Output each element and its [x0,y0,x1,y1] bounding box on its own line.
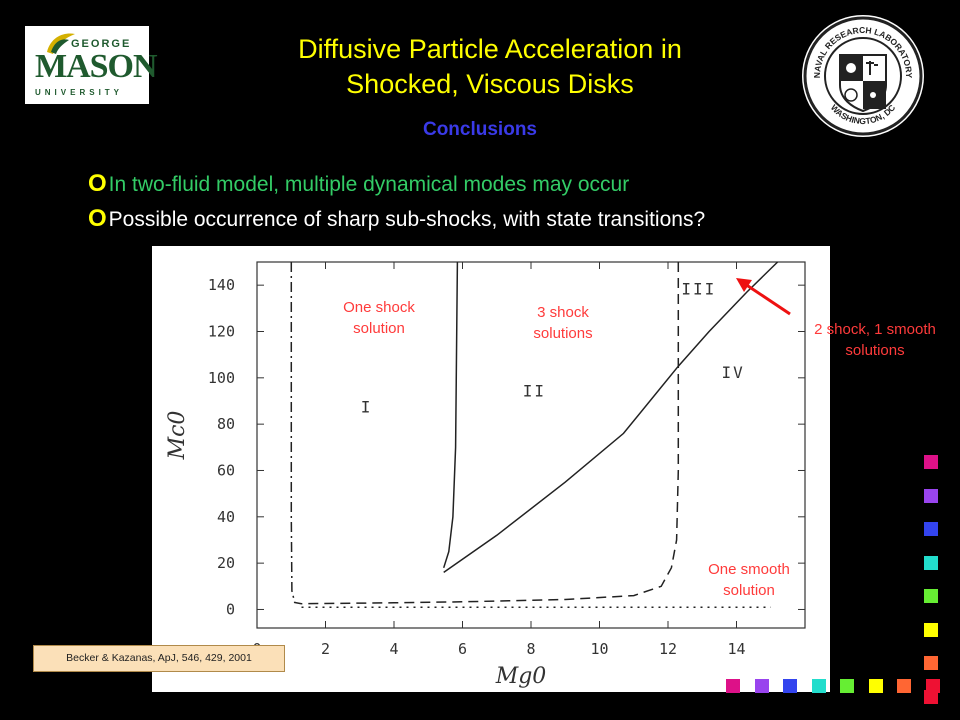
y-tick-label: 40 [217,508,235,526]
x-tick-label: 14 [727,640,745,658]
bullet-text: In two-fluid model, multiple dynamical m… [108,173,630,196]
annotation-line: 3 shock [537,304,589,321]
bullet-item-1: OIn two-fluid model, multiple dynamical … [88,170,629,198]
decor-square [924,555,938,570]
bullet-item-2: OPossible occurrence of sharp sub-shocks… [88,205,705,233]
gmu-logo-mason: MASON [35,48,158,85]
chart-panel: 02468101214020406080100120140Mg0Mc0IIIII… [152,246,830,692]
decor-square [924,622,938,637]
region-label: I [361,398,373,417]
bullet-marker: O [88,205,107,232]
region-label: III [681,279,716,298]
y-tick-label: 60 [217,461,235,479]
x-tick-label: 10 [590,640,608,658]
y-tick-label: 140 [208,276,235,294]
annotation-three-shock: 3 shock solutions [500,302,626,344]
decor-square [924,522,938,536]
region-label: II [523,381,546,400]
annotation-two-shock: 2 shock, 1 smooth solutions [792,319,958,361]
gmu-leaf-icon [47,33,75,54]
series-line-3 [443,261,779,574]
x-tick-label: 8 [526,640,535,658]
annotation-one-smooth: One smooth solution [692,559,806,601]
page-title: Diffusive Particle Acceleration in Shock… [190,32,790,102]
decor-square [868,679,883,693]
decor-square [924,589,938,603]
annotation-one-shock: One shock solution [316,297,442,339]
y-tick-label: 120 [208,322,235,340]
bullet-text: Possible occurrence of sharp sub-shocks,… [108,208,706,231]
x-tick-label: 6 [458,640,467,658]
annotation-line: One shock [343,299,415,316]
series-line-1 [290,262,302,605]
decor-square [924,488,938,503]
decor-square [925,679,940,693]
x-tick-label: 12 [659,640,677,658]
chart-svg: 02468101214020406080100120140Mg0Mc0IIIII… [165,261,806,689]
decor-square [897,679,911,693]
y-tick-label: 20 [217,554,235,572]
gmu-logo: GEORGE MASON UNIVERSITY [25,26,158,104]
y-tick-label: 80 [217,415,235,433]
annotation-line: One smooth [708,561,790,578]
y-tick-label: 100 [208,369,235,387]
nrl-seal: NAVAL RESEARCH LABORATORY WASHINGTON, DC [800,13,926,139]
subtitle: Conclusions [422,119,537,140]
annotation-line: solution [723,582,775,599]
nrl-shield-icon [839,54,887,113]
decor-square [811,679,826,693]
y-axis-label: Mc0 [165,411,190,461]
decor-square [840,679,854,693]
gmu-logo-george: GEORGE [71,38,132,50]
series-line-2 [442,261,459,569]
annotation-line: solutions [845,342,905,359]
decor-square [726,679,740,693]
title-line-1: Diffusive Particle Acceleration in [298,34,682,64]
citation-box: Becker & Kazanas, ApJ, 546, 429, 2001 [33,645,285,672]
decor-square [924,656,938,670]
x-tick-label: 4 [389,640,398,658]
x-tick-label: 2 [321,640,330,658]
annotation-line: solutions [533,325,593,342]
region-label: IV [721,363,744,382]
decor-square [924,689,938,704]
y-tick-label: 0 [226,600,235,618]
title-line-2: Shocked, Viscous Disks [346,69,634,99]
gmu-logo-university: UNIVERSITY [35,88,124,97]
decor-square [924,455,938,469]
annotation-line: solution [353,320,405,337]
series-line-4 [301,262,680,605]
x-axis-label: Mg0 [495,664,547,689]
decor-square [783,679,797,693]
decor-square [754,679,769,693]
annotation-line: 2 shock, 1 smooth [814,321,936,338]
bullet-marker: O [88,170,107,197]
